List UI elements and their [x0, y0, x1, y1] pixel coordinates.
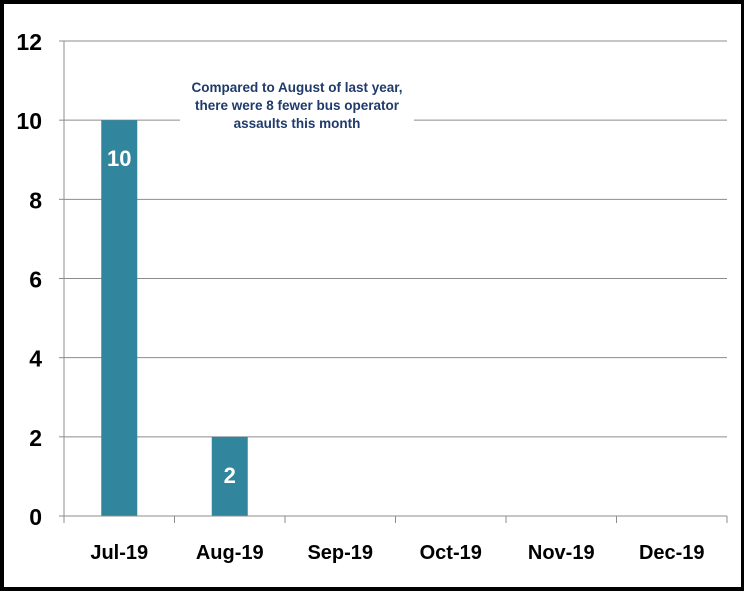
y-tick-label-6: 6	[29, 267, 42, 293]
x-tick-label-Jul-19: Jul-19	[90, 542, 148, 564]
x-tick-label-Nov-19: Nov-19	[528, 542, 595, 564]
labels: 0 2 4 6 8 10 12 10 Jul-19 2 Aug-19 Sep-19 Oct-19 Nov-…	[16, 29, 704, 564]
x-tick-label-Aug-19: Aug-19	[196, 542, 264, 564]
bar-Jul-19	[101, 120, 138, 517]
y-tick-label-4: 4	[29, 346, 42, 372]
data-label-Jul-19: 10	[107, 146, 131, 171]
x-tick-label-Oct-19: Oct-19	[420, 542, 482, 564]
x-tick-label-Sep-19: Sep-19	[307, 542, 373, 564]
bars	[101, 120, 248, 517]
chart-annotation: Compared to August of last year, there w…	[180, 79, 414, 133]
x-tick-label-Dec-19: Dec-19	[639, 542, 705, 564]
y-tick-label-12: 12	[16, 29, 42, 55]
bar-Aug-19	[211, 436, 248, 516]
y-tick-label-10: 10	[16, 108, 42, 134]
y-tick-label-0: 0	[29, 504, 42, 530]
y-tick-label-2: 2	[29, 425, 42, 451]
y-tick-label-8: 8	[29, 187, 42, 213]
data-label-Aug-19: 2	[224, 463, 236, 488]
axes	[59, 40, 728, 523]
